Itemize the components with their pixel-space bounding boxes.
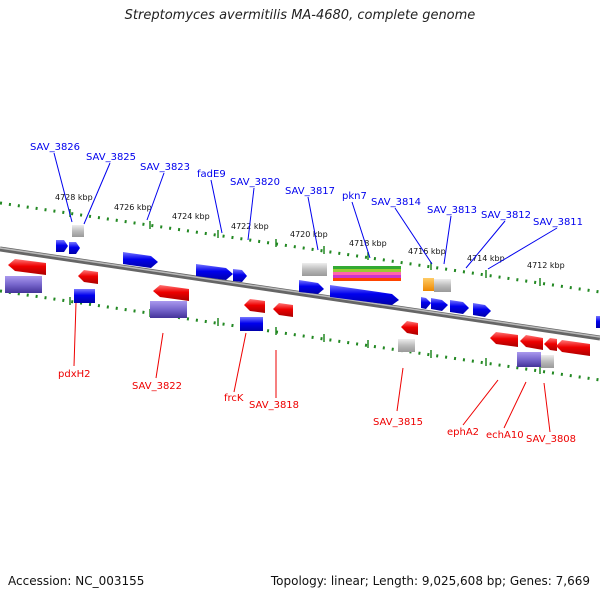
gene-arrow[interactable] (233, 269, 247, 282)
gene-label[interactable]: SAV_3823 (140, 162, 190, 173)
pseudogene-box[interactable] (302, 263, 327, 276)
kbp-label: 4726 kbp (114, 203, 152, 212)
gene-arrow[interactable] (473, 303, 491, 317)
multi-track-feature[interactable] (333, 266, 401, 281)
pseudogene-box[interactable] (434, 279, 451, 292)
bottom-gene-labels: pdxH2 SAV_3822 frcK SAV_3818 SAV_3815 ep… (58, 369, 576, 445)
pseudogene-box[interactable] (541, 355, 554, 368)
gene-arrow[interactable] (244, 299, 265, 313)
kbp-label: 4716 kbp (408, 247, 446, 256)
gene-label[interactable]: SAV_3825 (86, 152, 136, 163)
gene-arrow[interactable] (123, 252, 158, 268)
bottom-label-connectors (73, 302, 551, 433)
forward-genes[interactable] (56, 240, 600, 331)
top-label-connectors (53, 152, 558, 270)
gene-label[interactable]: ephA2 (447, 427, 479, 438)
gene-arrow[interactable] (401, 321, 418, 335)
kbp-label: 4712 kbp (527, 261, 565, 270)
gene-label[interactable]: SAV_3820 (230, 177, 280, 188)
lower-ruler-ticks (69, 297, 541, 374)
gene-label[interactable]: pkn7 (342, 191, 367, 202)
gene-arrow[interactable] (78, 270, 98, 284)
reverse-genes[interactable] (8, 259, 590, 356)
gene-arrow[interactable] (299, 280, 324, 294)
gene-arrow[interactable] (520, 335, 543, 350)
kbp-label: 4714 kbp (467, 254, 505, 263)
gene-label[interactable]: SAV_3818 (249, 400, 299, 411)
gene-arrow[interactable] (431, 298, 448, 311)
pseudogene-box[interactable] (398, 339, 415, 352)
gene-box[interactable] (74, 289, 95, 303)
top-gene-labels: SAV_3826 SAV_3825 SAV_3823 fadE9 SAV_382… (30, 142, 583, 228)
gene-arrow[interactable] (8, 259, 46, 275)
gene-arrow[interactable] (544, 338, 557, 351)
gene-label[interactable]: SAV_3817 (285, 186, 335, 197)
kbp-label: 4720 kbp (290, 230, 328, 239)
gene-arrow[interactable] (69, 242, 80, 254)
gene-label[interactable]: fadE9 (197, 169, 226, 180)
rna-box[interactable] (5, 276, 42, 293)
gene-box[interactable] (240, 317, 263, 331)
highlight-box[interactable] (423, 278, 434, 291)
genome-summary-text: Topology: linear; Length: 9,025,608 bp; … (270, 574, 590, 588)
genome-backbone (0, 246, 600, 341)
gene-arrow[interactable] (273, 303, 293, 317)
gene-label[interactable]: SAV_3822 (132, 381, 182, 392)
kbp-label: 4718 kbp (349, 239, 387, 248)
gene-arrow[interactable] (196, 264, 233, 280)
rna-box[interactable] (517, 352, 541, 367)
gene-arrow[interactable] (330, 285, 399, 305)
gene-label[interactable]: SAV_3811 (533, 217, 583, 228)
accession-text: Accession: NC_003155 (8, 574, 145, 588)
gene-label[interactable]: SAV_3812 (481, 210, 531, 221)
gene-arrow[interactable] (421, 297, 431, 309)
map-title: Streptomyces avermitilis MA-4680, comple… (124, 8, 476, 23)
gene-label[interactable]: SAV_3813 (427, 205, 477, 216)
lower-ruler (0, 289, 600, 382)
gene-arrow[interactable] (490, 332, 518, 347)
gene-label[interactable]: SAV_3814 (371, 197, 421, 208)
gene-arrow[interactable] (596, 316, 600, 328)
rna-box[interactable] (150, 301, 187, 318)
kbp-label: 4728 kbp (55, 193, 93, 202)
kbp-label: 4724 kbp (172, 212, 210, 221)
upper-ruler (0, 201, 600, 294)
gene-arrow[interactable] (153, 285, 189, 301)
gene-label[interactable]: echA10 (486, 430, 524, 441)
gene-label[interactable]: frcK (224, 393, 244, 404)
gene-label[interactable]: pdxH2 (58, 369, 91, 380)
other-features[interactable] (5, 225, 554, 368)
gene-label[interactable]: SAV_3826 (30, 142, 80, 153)
gene-arrow[interactable] (450, 300, 469, 314)
gene-label[interactable]: SAV_3808 (526, 434, 576, 445)
gene-arrow[interactable] (56, 240, 68, 252)
pseudogene-box[interactable] (72, 225, 84, 237)
gene-label[interactable]: SAV_3815 (373, 417, 423, 428)
gene-arrow[interactable] (556, 340, 590, 356)
